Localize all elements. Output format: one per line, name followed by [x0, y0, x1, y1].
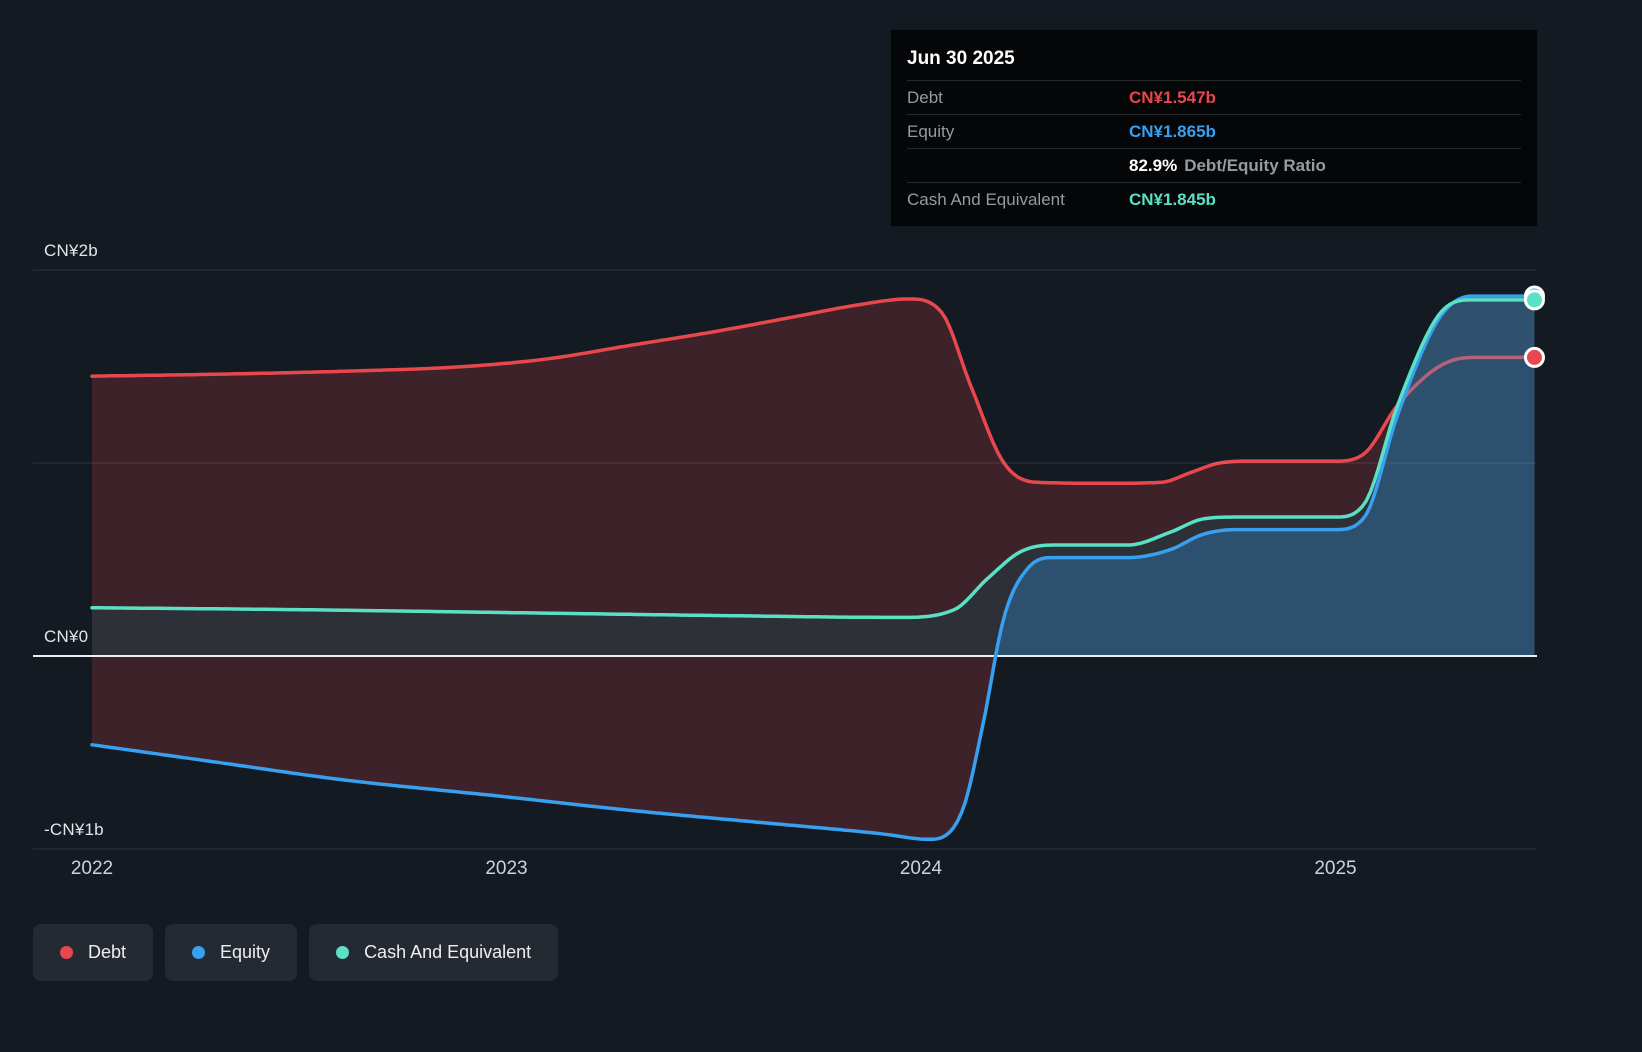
- cash-end-marker: [1523, 289, 1545, 311]
- tooltip-ratio-label: Debt/Equity Ratio: [1184, 155, 1326, 175]
- tooltip-row-cash: Cash And Equivalent CN¥1.845b: [907, 183, 1521, 216]
- y-axis-label: CN¥2b: [44, 241, 98, 260]
- tooltip-date: Jun 30 2025: [907, 42, 1521, 81]
- x-axis-label: 2025: [1314, 858, 1357, 879]
- tooltip-row-ratio: 82.9% Debt/Equity Ratio: [907, 149, 1521, 183]
- cash-area: [92, 299, 1535, 656]
- tooltip-equity-label: Equity: [907, 121, 955, 141]
- legend-item-equity[interactable]: Equity: [165, 924, 298, 981]
- y-axis-label: CN¥0: [44, 627, 89, 646]
- legend-item-debt[interactable]: Debt: [33, 924, 154, 981]
- legend-item-label: Cash And Equivalent: [364, 942, 532, 962]
- legend-item-label: Debt: [88, 942, 127, 962]
- legend-item-cash[interactable]: Cash And Equivalent: [309, 924, 559, 981]
- equity-area: [92, 296, 1535, 656]
- equity-legend-dot-icon: [192, 946, 206, 959]
- chart-tooltip: Jun 30 2025 Debt CN¥1.547b Equity CN¥1.8…: [891, 30, 1537, 226]
- tooltip-cash-label: Cash And Equivalent: [907, 189, 1065, 209]
- tooltip-equity-value: CN¥1.865b: [1129, 121, 1216, 141]
- x-axis-label: 2023: [485, 858, 528, 879]
- cash-legend-dot-icon: [336, 946, 350, 959]
- debt-end-marker: [1523, 346, 1545, 368]
- cash-line: [90, 298, 1537, 620]
- debt-equity-area: [92, 296, 1535, 840]
- tooltip-debt-label: Debt: [907, 87, 943, 107]
- debt-line: [90, 297, 1537, 486]
- chart-legend: Debt Equity Cash And Equivalent: [33, 924, 559, 981]
- tooltip-cash-value: CN¥1.845b: [1129, 189, 1216, 209]
- legend-item-label: Equity: [220, 942, 271, 962]
- tooltip-row-debt: Debt CN¥1.547b: [907, 81, 1521, 115]
- x-axis-label: 2024: [899, 858, 943, 879]
- x-axis-label: 2022: [70, 858, 114, 879]
- tooltip-row-equity: Equity CN¥1.865b: [907, 115, 1521, 149]
- equity-line: [90, 294, 1537, 842]
- y-axis-label: -CN¥1b: [44, 820, 104, 839]
- debt-legend-dot-icon: [60, 946, 73, 959]
- tooltip-debt-value: CN¥1.547b: [1129, 87, 1216, 107]
- tooltip-ratio-value: 82.9%: [1129, 155, 1178, 175]
